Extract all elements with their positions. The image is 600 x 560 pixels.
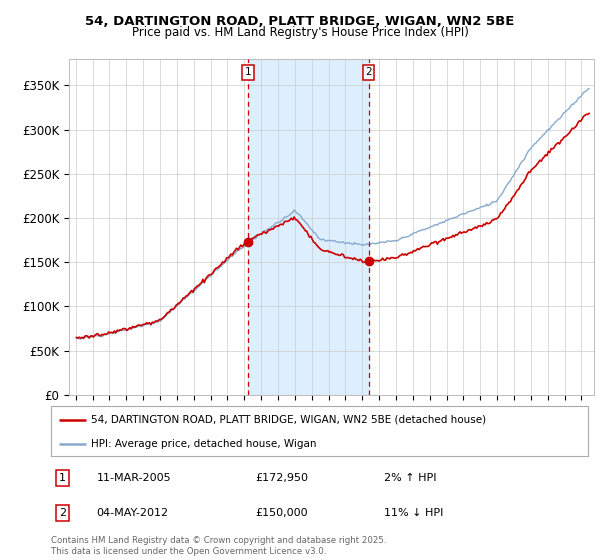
- Text: HPI: Average price, detached house, Wigan: HPI: Average price, detached house, Wiga…: [91, 439, 317, 449]
- Text: 11-MAR-2005: 11-MAR-2005: [97, 473, 171, 483]
- Text: 2: 2: [59, 508, 67, 518]
- Text: £150,000: £150,000: [255, 508, 308, 518]
- FancyBboxPatch shape: [51, 406, 588, 456]
- Text: £172,950: £172,950: [255, 473, 308, 483]
- Text: 04-MAY-2012: 04-MAY-2012: [97, 508, 169, 518]
- Text: 54, DARTINGTON ROAD, PLATT BRIDGE, WIGAN, WN2 5BE: 54, DARTINGTON ROAD, PLATT BRIDGE, WIGAN…: [85, 15, 515, 27]
- Text: 2: 2: [365, 67, 372, 77]
- Text: 1: 1: [59, 473, 67, 483]
- Text: 1: 1: [244, 67, 251, 77]
- Bar: [248, 59, 368, 395]
- Text: Contains HM Land Registry data © Crown copyright and database right 2025.
This d: Contains HM Land Registry data © Crown c…: [51, 536, 386, 556]
- Text: 54, DARTINGTON ROAD, PLATT BRIDGE, WIGAN, WN2 5BE (detached house): 54, DARTINGTON ROAD, PLATT BRIDGE, WIGAN…: [91, 414, 487, 424]
- Text: 11% ↓ HPI: 11% ↓ HPI: [384, 508, 443, 518]
- Text: 2% ↑ HPI: 2% ↑ HPI: [384, 473, 436, 483]
- Text: Price paid vs. HM Land Registry's House Price Index (HPI): Price paid vs. HM Land Registry's House …: [131, 26, 469, 39]
